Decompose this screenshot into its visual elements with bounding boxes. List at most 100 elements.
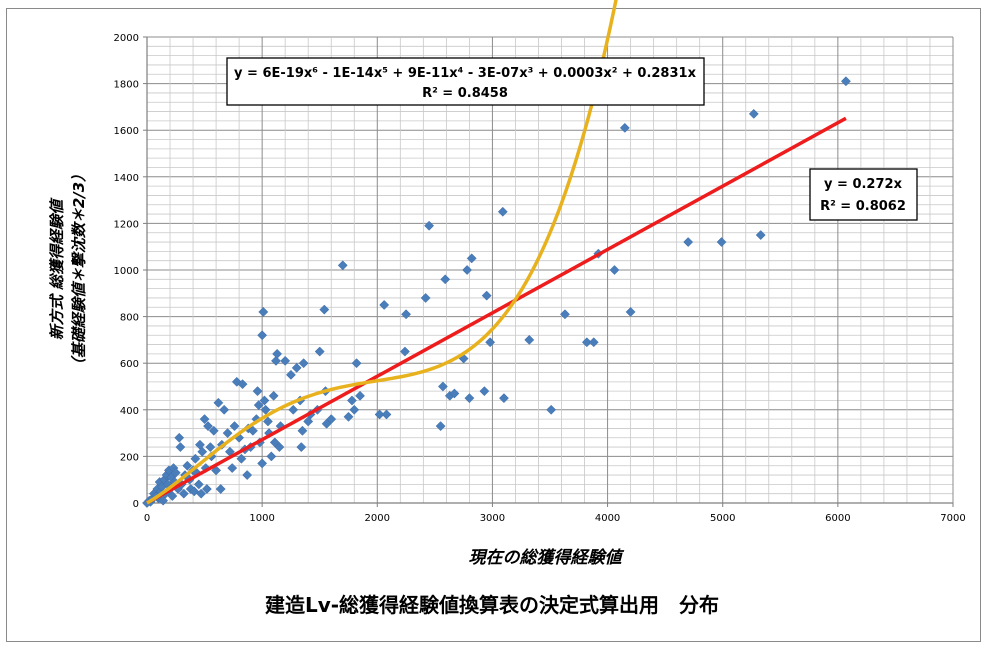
data-point (349, 404, 360, 415)
y-tick-label: 2000 (114, 33, 139, 44)
data-point (222, 428, 233, 439)
data-point (464, 393, 475, 404)
data-point (449, 388, 460, 399)
data-point (178, 488, 189, 499)
y-tick-label: 400 (120, 406, 139, 417)
polynomial-trendline (146, 0, 618, 505)
data-point (379, 299, 390, 310)
data-point (297, 425, 308, 436)
data-point (498, 393, 509, 404)
data-point (479, 386, 490, 397)
y-tick-label: 1600 (114, 126, 139, 137)
x-tick-label: 6000 (825, 513, 850, 524)
x-axis-label: 現在の総獲得経験値 (469, 548, 625, 568)
data-point (337, 260, 348, 271)
data-point (170, 467, 181, 478)
x-tick-label: 4000 (595, 513, 620, 524)
linear-equation: y = 0.272x (824, 177, 903, 192)
data-point (683, 237, 694, 247)
x-tick-label: 2000 (365, 513, 390, 524)
x-tick-label: 1000 (249, 513, 274, 524)
data-point (343, 411, 354, 422)
data-point (227, 463, 238, 474)
y-tick-label: 200 (120, 452, 139, 463)
chart-title: 建造Lv-総獲得経験値換算表の決定式算出用 分布 (265, 593, 719, 617)
y-tick-label: 1400 (114, 173, 139, 184)
data-point (437, 381, 448, 392)
data-point (252, 386, 263, 397)
data-point (560, 309, 570, 320)
data-point (197, 446, 208, 457)
data-point (296, 442, 307, 453)
data-point (190, 453, 201, 464)
data-point (355, 390, 365, 401)
y-axis-label-line1: 新方式 総獲得経験値 (48, 197, 66, 340)
data-point (247, 425, 258, 436)
data-point (271, 355, 281, 366)
data-point (401, 309, 412, 320)
data-point (609, 265, 620, 275)
y-tick-label: 0 (133, 499, 139, 510)
data-point (236, 453, 247, 464)
data-point (219, 404, 230, 415)
data-point (485, 337, 496, 348)
data-point (291, 362, 302, 373)
data-point (203, 421, 213, 432)
data-point (205, 442, 216, 453)
data-point (581, 337, 592, 348)
x-tick-label: 0 (144, 513, 150, 524)
data-point (748, 108, 759, 119)
data-point (420, 293, 431, 303)
y-tick-label: 800 (120, 313, 139, 324)
y-tick-label: 1800 (114, 80, 139, 91)
linear-r-squared: R² = 0.8062 (820, 199, 906, 214)
data-point (755, 230, 766, 241)
data-point (215, 484, 226, 494)
data-point (266, 451, 277, 462)
linear-equation-box: y = 0.272x R² = 0.8062 (809, 168, 918, 221)
y-tick-labels: 0 200 400 600 800 1000 1200 1400 1600 1800 2000 (114, 33, 147, 510)
data-point (257, 330, 268, 341)
data-point (189, 486, 200, 497)
data-point (381, 409, 392, 420)
data-point (259, 395, 270, 406)
data-point (208, 425, 219, 436)
data-point (303, 416, 314, 427)
data-point (546, 404, 557, 415)
poly-r-squared: R² = 0.8458 (422, 86, 508, 101)
data-point (158, 495, 169, 506)
data-point (481, 290, 492, 301)
data-point (524, 334, 535, 345)
data-point (347, 395, 357, 406)
data-point (619, 122, 630, 133)
data-point (319, 304, 330, 315)
data-point (199, 414, 210, 425)
data-point (274, 442, 285, 453)
y-tick-label: 600 (120, 359, 139, 370)
data-point (196, 488, 207, 499)
data-point (399, 346, 410, 357)
data-point (193, 479, 204, 490)
poly-equation-box: y = 6E-19x⁶ - 1E-14x⁵ + 9E-11x⁴ - 3E-07x… (226, 57, 705, 106)
data-point (326, 414, 337, 425)
data-point (182, 460, 193, 471)
x-tick-label: 7000 (940, 513, 965, 524)
data-point (213, 397, 224, 408)
x-tick-label: 5000 (710, 513, 735, 524)
data-point (257, 458, 268, 469)
x-tick-labels: 0 1000 2000 3000 4000 5000 6000 7000 (144, 503, 966, 524)
data-point (462, 265, 473, 275)
data-point (262, 416, 273, 427)
x-tick-label: 3000 (480, 513, 505, 524)
data-point (175, 442, 186, 453)
data-point (314, 346, 325, 357)
data-point (201, 484, 212, 494)
data-point (229, 421, 240, 432)
data-point (268, 390, 279, 401)
data-point (174, 432, 185, 443)
data-point (497, 206, 508, 217)
data-point (237, 379, 248, 390)
y-tick-label: 1200 (114, 219, 139, 230)
data-point (288, 404, 299, 415)
